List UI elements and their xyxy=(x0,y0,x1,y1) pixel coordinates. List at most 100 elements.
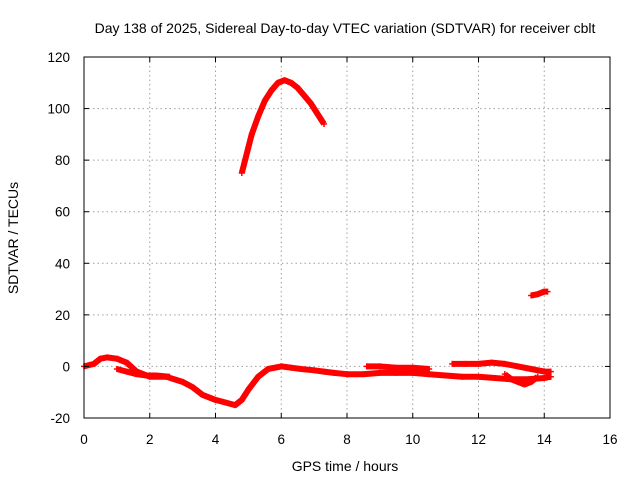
data-point xyxy=(288,79,295,86)
series-sdtvar-late-segment xyxy=(528,288,551,299)
data-point xyxy=(281,77,288,84)
series-sdtvar-band-b xyxy=(449,359,554,375)
series-layer xyxy=(81,77,554,409)
series-sdtvar-upper-band xyxy=(363,363,433,373)
data-point xyxy=(330,369,337,376)
data-point xyxy=(393,369,400,376)
data-point xyxy=(528,378,535,385)
data-point xyxy=(320,368,327,375)
data-point xyxy=(238,170,245,177)
data-point xyxy=(113,366,120,373)
y-tick-label: -20 xyxy=(50,411,70,426)
data-point xyxy=(179,378,186,385)
data-point xyxy=(409,369,416,376)
data-point xyxy=(265,366,272,373)
data-point xyxy=(426,366,433,373)
data-point xyxy=(274,79,281,86)
data-point xyxy=(245,386,252,393)
data-point xyxy=(199,391,206,398)
data-point xyxy=(301,92,308,99)
series-line xyxy=(502,371,540,388)
data-point xyxy=(360,371,367,378)
y-tick-label: 40 xyxy=(55,256,70,271)
data-point xyxy=(320,121,327,128)
data-point xyxy=(376,363,383,370)
series-line xyxy=(238,77,327,174)
data-point xyxy=(143,372,150,379)
chart-title: Day 138 of 2025, Sidereal Day-to-day VTE… xyxy=(95,20,596,36)
data-point xyxy=(242,157,249,164)
y-axis-label: SDTVAR / TECUs xyxy=(5,182,21,294)
data-point xyxy=(189,384,196,391)
data-point xyxy=(307,100,314,107)
data-point xyxy=(278,363,285,370)
data-point xyxy=(133,371,140,378)
data-point xyxy=(534,291,541,298)
data-point xyxy=(212,396,219,403)
data-point xyxy=(363,363,370,370)
data-point xyxy=(255,113,262,120)
data-point xyxy=(238,396,245,403)
y-tick-label: 0 xyxy=(62,359,70,374)
data-point xyxy=(314,110,321,117)
y-tick-label: 60 xyxy=(55,205,70,220)
data-point xyxy=(376,369,383,376)
data-point xyxy=(508,376,515,383)
data-point xyxy=(344,371,350,378)
data-point xyxy=(491,375,498,382)
data-point xyxy=(248,131,255,138)
data-point xyxy=(449,360,456,367)
tick-layer: 0 2 4 6 8 10 12 14 16 -20 0 20 40 60 80 100 120 xyxy=(47,50,617,447)
data-point xyxy=(104,354,111,361)
x-tick-label: 12 xyxy=(471,432,486,447)
data-point xyxy=(123,359,130,366)
data-point xyxy=(528,366,535,373)
x-tick-label: 8 xyxy=(343,432,351,447)
data-point xyxy=(514,378,521,385)
data-point xyxy=(442,372,449,379)
data-point xyxy=(544,288,551,295)
data-point xyxy=(153,372,160,379)
data-point xyxy=(261,97,268,104)
grid-layer xyxy=(84,57,610,418)
data-point xyxy=(521,381,528,388)
data-point xyxy=(123,368,130,375)
data-point xyxy=(528,292,535,299)
data-point xyxy=(459,373,466,380)
data-point xyxy=(514,363,521,370)
data-point xyxy=(288,364,295,371)
data-point xyxy=(255,373,262,380)
x-tick-label: 2 xyxy=(146,432,154,447)
data-point xyxy=(488,359,495,366)
series-sdtvar-pulse xyxy=(238,77,327,177)
data-point xyxy=(268,87,275,94)
data-point xyxy=(297,366,304,373)
data-point xyxy=(426,371,433,378)
y-tick-label: 120 xyxy=(47,50,70,65)
y-tick-label: 20 xyxy=(55,308,70,323)
data-point xyxy=(90,360,97,367)
data-point xyxy=(113,355,120,362)
data-point xyxy=(311,367,318,374)
data-point xyxy=(475,360,482,367)
x-tick-label: 10 xyxy=(405,432,420,447)
series-sdtvar-offset-segment xyxy=(113,366,173,380)
data-point xyxy=(501,360,508,367)
x-tick-label: 14 xyxy=(537,432,553,447)
data-point xyxy=(232,402,239,409)
x-axis-label: GPS time / hours xyxy=(292,458,399,474)
data-point xyxy=(409,364,416,371)
y-tick-label: 80 xyxy=(55,153,70,168)
data-point xyxy=(245,144,252,151)
series-sdtvar-band-c xyxy=(501,371,541,388)
data-point xyxy=(501,371,508,378)
data-point xyxy=(541,368,548,375)
data-point xyxy=(475,373,482,380)
data-point xyxy=(462,360,469,367)
x-tick-label: 4 xyxy=(212,432,220,447)
data-point xyxy=(547,373,554,380)
data-point xyxy=(166,373,173,380)
data-point xyxy=(222,399,229,406)
data-point xyxy=(547,368,554,375)
